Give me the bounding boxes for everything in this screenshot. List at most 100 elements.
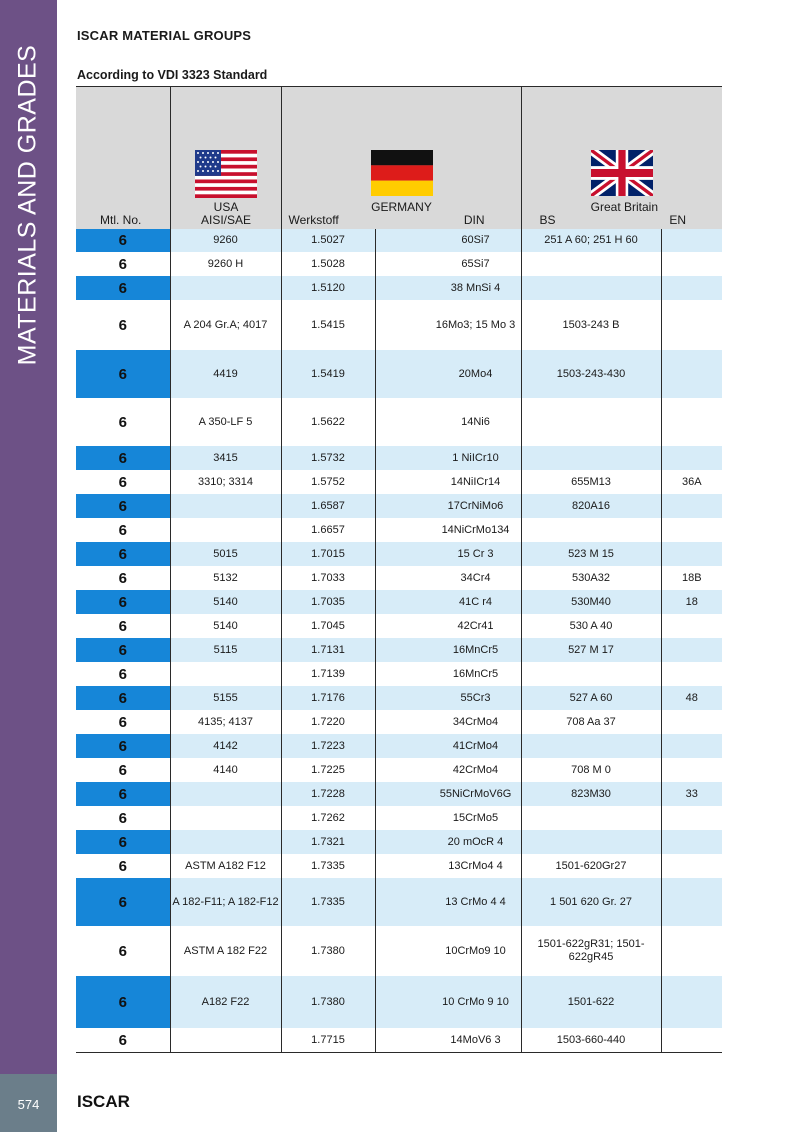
table-row: 6 1.6587 17CrNiMo6 820A16	[76, 494, 722, 518]
werkstoff-cell: 1.5419	[280, 350, 375, 398]
aisi-cell: ASTM A182 F12	[169, 854, 281, 878]
en-cell	[660, 830, 722, 854]
aisi-cell: 9260	[169, 229, 281, 252]
aisi-cell: 4419	[169, 350, 281, 398]
table-row: 6 4135; 4137 1.7220 34CrMo4 708 Aa 37	[76, 710, 722, 734]
bs-cell: 1501-622gR31; 1501-622gR45	[520, 926, 661, 976]
aisi-cell: 5015	[169, 542, 281, 566]
mtl-cell: 6	[76, 854, 170, 878]
en-cell	[660, 229, 722, 252]
en-cell	[660, 976, 722, 1028]
mtl-cell: 6	[76, 878, 170, 926]
bs-cell	[520, 662, 661, 686]
table-row: 6 1.7139 16MnCr5	[76, 662, 722, 686]
werkstoff-cell: 1.7220	[280, 710, 375, 734]
werkstoff-cell: 1.7262	[280, 806, 375, 830]
bs-cell: 530A32	[520, 566, 661, 590]
en-cell	[660, 878, 722, 926]
en-cell	[660, 494, 722, 518]
bs-cell: 708 Aa 37	[520, 710, 661, 734]
mtl-cell: 6	[76, 830, 170, 854]
werkstoff-cell: 1.7380	[280, 926, 375, 976]
werkstoff-cell: 1.6587	[280, 494, 375, 518]
werkstoff-cell: 1.7321	[280, 830, 375, 854]
werkstoff-cell: 1.7045	[280, 614, 375, 638]
header-germany: GERMANY Werkstoff DIN	[280, 86, 521, 229]
din-cell: 16MnCr5	[374, 638, 521, 662]
table-row: 6 5015 1.7015 15 Cr 3 523 M 15	[76, 542, 722, 566]
mtl-cell: 6	[76, 350, 170, 398]
bs-cell	[520, 518, 661, 542]
mtl-cell: 6	[76, 252, 170, 276]
materials-table: Mtl. No.	[76, 86, 722, 1053]
din-cell: 16Mo3; 15 Mo 3	[374, 300, 521, 350]
en-cell	[660, 350, 722, 398]
bs-cell: 1 501 620 Gr. 27	[520, 878, 661, 926]
table-row: 6 1.7715 14MoV6 3 1503-660-440	[76, 1028, 722, 1053]
mtl-cell: 6	[76, 926, 170, 976]
aisi-cell	[169, 276, 281, 300]
en-cell: 48	[660, 686, 722, 710]
page-number-box: 574	[0, 1074, 57, 1132]
aisi-cell	[169, 806, 281, 830]
table-header-row: Mtl. No.	[76, 86, 722, 229]
mtl-cell: 6	[76, 229, 170, 252]
bs-cell: 530 A 40	[520, 614, 661, 638]
aisi-cell: 4140	[169, 758, 281, 782]
aisi-cell: 9260 H	[169, 252, 281, 276]
din-cell: 20Mo4	[374, 350, 521, 398]
aisi-cell: A 350-LF 5	[169, 398, 281, 446]
werkstoff-cell: 1.5027	[280, 229, 375, 252]
table-row: 6 ASTM A 182 F22 1.7380 10CrMo9 10 1501-622g…	[76, 926, 722, 976]
en-cell	[660, 614, 722, 638]
din-cell: 38 MnSi 4	[374, 276, 521, 300]
en-cell: 18B	[660, 566, 722, 590]
bs-cell: 1501-622	[520, 976, 661, 1028]
header-bs: BS	[539, 213, 556, 227]
table-row: 6 4419 1.5419 20Mo4 1503-243-430	[76, 350, 722, 398]
werkstoff-cell: 1.7015	[280, 542, 375, 566]
table-row: 6 1.7228 55NiCrMoV6G 823M30 33	[76, 782, 722, 806]
bs-cell: 251 A 60; 251 H 60	[520, 229, 661, 252]
din-cell: 10 CrMo 9 10	[374, 976, 521, 1028]
header-mtl-label: Mtl. No.	[100, 213, 142, 227]
mtl-cell: 6	[76, 518, 170, 542]
aisi-cell: 4142	[169, 734, 281, 758]
table-row: 6 5115 1.7131 16MnCr5 527 M 17	[76, 638, 722, 662]
mtl-cell: 6	[76, 662, 170, 686]
table-row: 6 5140 1.7035 41C r4 530M40 18	[76, 590, 722, 614]
bs-cell: 1503-243-430	[520, 350, 661, 398]
werkstoff-cell: 1.7223	[280, 734, 375, 758]
din-cell: 15CrMo5	[374, 806, 521, 830]
din-cell: 15 Cr 3	[374, 542, 521, 566]
table-row: 6 3310; 3314 1.5752 14NiICr14 655M13 36A	[76, 470, 722, 494]
table-row: 6 1.7262 15CrMo5	[76, 806, 722, 830]
mtl-cell: 6	[76, 758, 170, 782]
werkstoff-cell: 1.7380	[280, 976, 375, 1028]
aisi-cell: A182 F22	[169, 976, 281, 1028]
en-cell	[660, 662, 722, 686]
page-number: 574	[17, 1097, 40, 1112]
mtl-cell: 6	[76, 638, 170, 662]
din-cell: 55Cr3	[374, 686, 521, 710]
mtl-cell: 6	[76, 1028, 170, 1053]
en-cell	[660, 710, 722, 734]
en-cell	[660, 638, 722, 662]
bs-cell	[520, 830, 661, 854]
table-row: 6 5140 1.7045 42Cr41 530 A 40	[76, 614, 722, 638]
header-great-britain: Great Britain BS EN	[520, 86, 722, 229]
din-cell: 17CrNiMo6	[374, 494, 521, 518]
aisi-cell: 3415	[169, 446, 281, 470]
union-jack-flag-icon	[590, 150, 653, 196]
aisi-cell	[169, 1028, 281, 1053]
header-en: EN	[669, 213, 686, 227]
aisi-cell: ASTM A 182 F22	[169, 926, 281, 976]
table-row: 6 5155 1.7176 55Cr3 527 A 60 48	[76, 686, 722, 710]
en-cell	[660, 276, 722, 300]
mtl-cell: 6	[76, 976, 170, 1028]
sidebar: MATERIALS AND GRADES 574	[0, 0, 57, 1132]
materials-table-wrapper: Mtl. No.	[76, 86, 722, 1053]
header-werkstoff: Werkstoff	[288, 213, 339, 227]
mtl-cell: 6	[76, 782, 170, 806]
